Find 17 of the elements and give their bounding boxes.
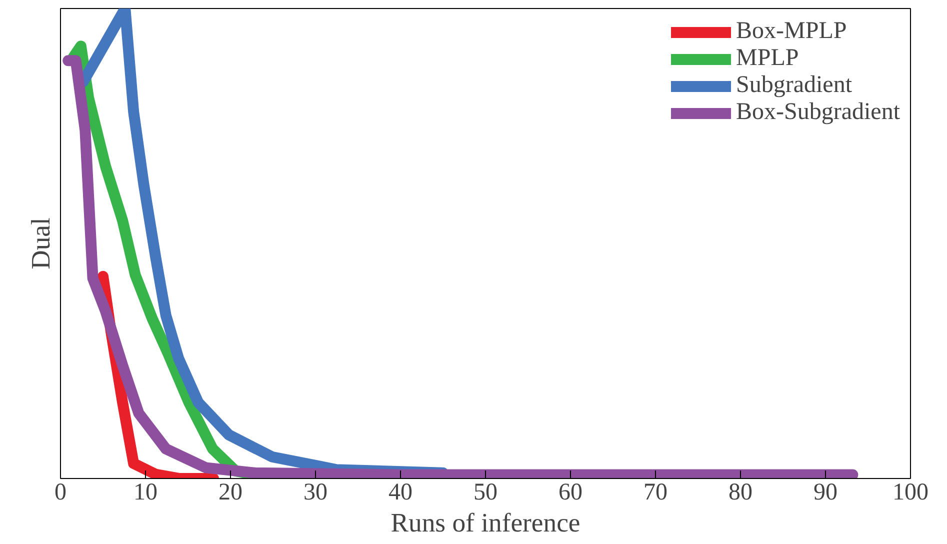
- x-tick-label: 20: [218, 480, 242, 506]
- x-tick-label: 70: [644, 480, 668, 506]
- x-tick-label: 90: [814, 480, 838, 506]
- legend-label: Box-Subgradient: [736, 99, 900, 126]
- x-tick-label: 0: [54, 480, 66, 506]
- legend-label: MPLP: [736, 45, 799, 72]
- x-tick-label: 80: [728, 480, 752, 506]
- y-axis-title: Dual: [26, 218, 56, 270]
- legend-label: Subgradient: [736, 72, 852, 99]
- x-tick-label: 60: [558, 480, 582, 506]
- legend-label: Box-MPLP: [736, 18, 847, 45]
- x-tick-label: 50: [474, 480, 498, 506]
- x-tick-label: 30: [304, 480, 328, 506]
- x-tick-label: 10: [134, 480, 158, 506]
- x-tick-label: 100: [892, 480, 928, 506]
- x-tick-label: 40: [388, 480, 412, 506]
- x-axis-title: Runs of inference: [390, 508, 580, 538]
